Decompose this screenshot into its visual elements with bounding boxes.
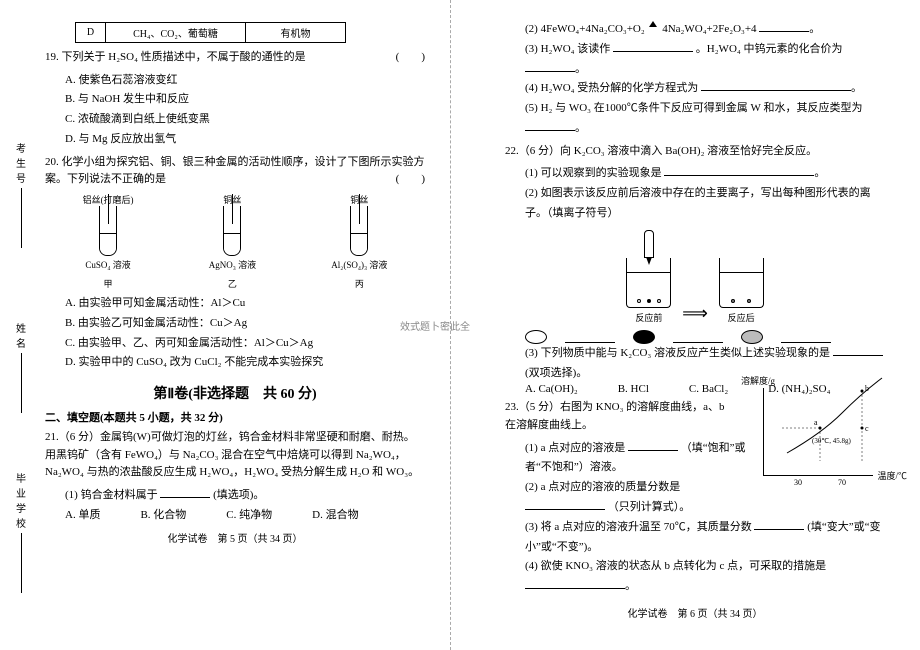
arrow-icon: ⟹: [682, 303, 708, 323]
q20-stem: 20. 化学小组为探究铝、铜、银三种金属的活动性顺序，设计了下图所示实验方案。下…: [45, 156, 425, 186]
sol-label: CuSO₄ 溶液: [83, 258, 134, 271]
page-5: 考生号 姓名 毕业学校 D CH₄、CO₂、葡萄糖 有机物 19. 下列关于 H…: [0, 0, 450, 650]
xtick-30: 30: [794, 478, 802, 487]
side-label-name: 姓名: [14, 320, 28, 416]
q23-p1: (1) a 点对应的溶液是 （填“饱和”或者“不饱和”）溶液。: [525, 439, 755, 479]
q20-C: C. 由实验甲、乙、丙可知金属活动性：Al＞Cu＞Ag: [65, 334, 425, 354]
beaker-before: [626, 258, 671, 308]
blank: [759, 20, 809, 32]
q22-B: B. HCl: [618, 383, 649, 395]
q19-B: B. 与 NaOH 发生中和反应: [65, 90, 425, 110]
after-label: 反应后: [719, 311, 764, 324]
cell-d: D: [76, 23, 106, 43]
curve-icon: a b c (30℃, 45.8g): [782, 373, 892, 461]
reaction-diagram: 反应前 ⟹ 反应后: [505, 230, 885, 324]
fill-title: 二、填空题(本题共 5 小题，共 32 分): [45, 409, 425, 425]
before-label: 反应前: [626, 311, 671, 324]
q21-p1: (1) 钨合金材料属于 (填选项)。: [65, 486, 425, 506]
q21-stem: 21.（6 分）金属钨(W)可做灯泡的灯丝，钨合金材料非常坚硬和耐磨、耐热。用黑…: [45, 431, 419, 478]
svg-text:b: b: [865, 384, 869, 393]
yi-label: 乙: [209, 277, 256, 290]
q20-A: A. 由实验甲可知金属活动性：Al＞Cu: [65, 294, 425, 314]
side-label-school: 毕业学校: [14, 470, 28, 596]
q21-A: A. 单质: [65, 506, 100, 522]
svg-text:a: a: [814, 418, 818, 427]
sol-label: Al₂(SO₄)₃ 溶液: [331, 258, 387, 271]
tube-yi: 铜丝 AgNO₃ 溶液 乙: [209, 193, 256, 290]
q23-p4: (4) 欲使 KNO₃ 溶液的状态从 b 点转化为 c 点，可采取的措施是 。: [525, 557, 885, 597]
jia-label: 甲: [83, 277, 134, 290]
q19-C: C. 浓硫酸滴到白纸上使纸变黑: [65, 110, 425, 130]
q20-diagram: 铝丝(打磨后) CuSO₄ 溶液 甲 铜丝 AgNO₃ 溶液 乙 铜丝 Al₂(…: [45, 193, 425, 290]
q22-C: C. BaCl₂: [689, 383, 728, 395]
tube-jia: 铝丝(打磨后) CuSO₄ 溶液 甲: [83, 193, 134, 290]
footer-6: 化学试卷 第 6 页（共 34 页）: [505, 605, 885, 620]
y-axis-label: 溶解度/g: [741, 374, 775, 387]
footer-5: 化学试卷 第 5 页（共 34 页）: [45, 530, 425, 545]
q21-p3: (3) H₂WO₄ 该读作 。H₂WO₄ 中钨元素的化合价为 。: [525, 40, 885, 80]
q20-paren: ( ): [396, 171, 425, 189]
q19-paren: ( ): [396, 49, 425, 67]
q22-p2: (2) 如图表示该反应前后溶液中存在的主要离子，写出每种图形代表的离子。（填离子…: [525, 184, 885, 224]
q19-A: A. 使紫色石蕊溶液变红: [65, 71, 425, 91]
q22-p1: (1) 可以观察到的实验现象是 。: [525, 164, 885, 184]
q21-p5: (5) H₂ 与 WO₃ 在1000℃条件下反应可得到金属 W 和水，其反应类型…: [525, 99, 885, 139]
beaker-after: [719, 258, 764, 308]
section-2-title: 第Ⅱ卷(非选择题 共 60 分): [45, 383, 425, 403]
q23: 23.（5 分）右图为 KNO₃ 的溶解度曲线，a、b 在溶解度曲线上。: [505, 399, 735, 434]
cell-items: CH₄、CO₂、葡萄糖: [106, 23, 246, 43]
ion-legend: [525, 330, 885, 344]
blank: [160, 486, 210, 498]
tube-bing: 铜丝 Al₂(SO₄)₃ 溶液 丙: [331, 193, 387, 290]
sol-label: AgNO₃ 溶液: [209, 258, 256, 271]
ion-2: [633, 330, 655, 344]
center-divider: 全 此 密 卜 题 式 效: [450, 0, 470, 650]
solubility-graph: 溶解度/g a b c (30℃, 45.8g) 30 70 温度/℃: [745, 380, 885, 490]
bing-label: 丙: [331, 277, 387, 290]
q21-C: C. 纯净物: [226, 506, 272, 522]
q21-D: D. 混合物: [312, 506, 358, 522]
q21: 21.（6 分）金属钨(W)可做灯泡的灯丝，钨合金材料非常坚硬和耐磨、耐热。用黑…: [45, 429, 425, 482]
q19-stem: 19. 下列关于 H₂SO₄ 性质描述中，不属于酸的通性的是: [45, 51, 306, 63]
q22: 22.（6 分）向 K₂CO₃ 溶液中滴入 Ba(OH)₂ 溶液至恰好完全反应。: [505, 143, 885, 161]
q21-p2: (2) 4FeWO₄+4Na₂CO₃+O₂ 4Na₂WO₄+2Fe₂O₃+4 。: [525, 20, 885, 40]
q21-B: B. 化合物: [140, 506, 186, 522]
svg-text:(30℃, 45.8g): (30℃, 45.8g): [812, 437, 851, 445]
q20-B: B. 由实验乙可知金属活动性：Cu＞Ag: [65, 314, 425, 334]
heat-icon: [649, 21, 657, 27]
x-axis-label: 温度/℃: [877, 469, 907, 482]
q23-p3: (3) 将 a 点对应的溶液升温至 70℃，其质量分数 (填“变大”或“变小”或…: [525, 518, 885, 558]
dropper-icon: [644, 230, 654, 258]
q20: 20. 化学小组为探究铝、铜、银三种金属的活动性顺序，设计了下图所示实验方案。下…: [45, 154, 425, 189]
axes: a b c (30℃, 45.8g) 30 70: [763, 388, 873, 476]
q20-D: D. 实验甲中的 CuSO₄ 改为 CuCl₂ 不能完成本实验探究: [65, 353, 425, 373]
cell-category: 有机物: [246, 23, 346, 43]
q21-p4: (4) H₂WO₄ 受热分解的化学方程式为 。: [525, 79, 885, 99]
option-table: D CH₄、CO₂、葡萄糖 有机物: [75, 22, 346, 43]
xtick-70: 70: [838, 478, 846, 487]
page-6: (2) 4FeWO₄+4Na₂CO₃+O₂ 4Na₂WO₄+2Fe₂O₃+4 。…: [470, 0, 920, 650]
ion-3: [741, 330, 763, 344]
q19: 19. 下列关于 H₂SO₄ 性质描述中，不属于酸的通性的是 ( ): [45, 49, 425, 67]
svg-text:c: c: [865, 424, 869, 433]
q23-p2: (2) a 点对应的溶液的质量分数是 （只列计算式）。: [525, 478, 755, 518]
side-label-student-id: 考生号: [14, 140, 28, 251]
q19-D: D. 与 Mg 反应放出氢气: [65, 130, 425, 150]
q22-A: A. Ca(OH)₂: [525, 383, 578, 395]
ion-1: [525, 330, 547, 344]
